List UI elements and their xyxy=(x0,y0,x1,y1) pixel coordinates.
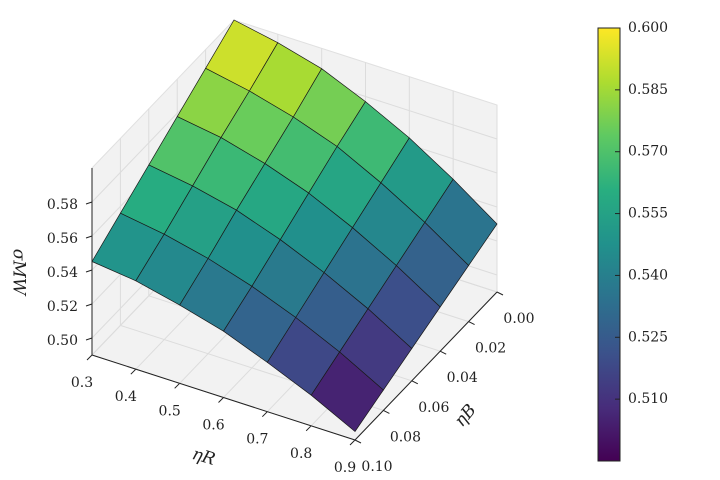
z-tick-label: 0.52 xyxy=(47,299,78,315)
y-tick-label: 0.02 xyxy=(475,341,506,357)
y-tick-mark xyxy=(439,350,447,355)
y-tick-mark xyxy=(354,439,362,444)
x-tick-mark xyxy=(130,368,137,375)
x-tick-mark xyxy=(218,397,224,403)
z-tick-mark xyxy=(85,269,93,273)
z-tick-mark xyxy=(85,235,93,239)
z-tick-label: 0.58 xyxy=(47,197,78,213)
x-axis-label: ηR xyxy=(190,444,218,470)
colorbar-tick-label: 0.570 xyxy=(628,144,668,160)
z-tick-mark xyxy=(85,303,93,307)
colorbar xyxy=(597,27,621,462)
x-tick-label: 0.8 xyxy=(290,446,312,462)
x-tick-mark xyxy=(349,439,356,446)
y-tick-label: 0.04 xyxy=(447,370,478,386)
colorbar-tick-label: 0.600 xyxy=(628,20,668,36)
z-tick-label: 0.50 xyxy=(47,333,78,349)
z-tick-mark xyxy=(85,201,93,205)
y-tick-mark xyxy=(383,409,390,414)
y-axis-label: ηB xyxy=(451,401,481,431)
y-tick-label: 0.08 xyxy=(390,429,421,445)
x-tick-mark xyxy=(305,425,312,432)
y-tick-mark xyxy=(496,291,504,296)
z-tick-label: 0.56 xyxy=(47,231,78,247)
y-axis-line xyxy=(354,291,498,441)
x-tick-label: 0.4 xyxy=(115,389,137,405)
colorbar-tick-label: 0.540 xyxy=(628,267,668,283)
colorbar-tick-label: 0.585 xyxy=(628,82,668,98)
z-axis-label: σMW xyxy=(9,249,29,297)
x-tick-label: 0.9 xyxy=(334,460,356,476)
y-tick-mark xyxy=(411,380,419,385)
colorbar-tick-label: 0.510 xyxy=(628,391,668,407)
x-tick-label: 0.6 xyxy=(202,418,224,434)
y-tick-label: 0.00 xyxy=(503,311,534,327)
x-tick-label: 0.5 xyxy=(159,403,181,419)
y-tick-mark xyxy=(468,321,475,326)
y-tick-label: 0.06 xyxy=(418,400,449,416)
y-tick-label: 0.10 xyxy=(361,459,392,475)
surface-cell xyxy=(310,351,384,432)
x-tick-mark xyxy=(261,411,268,418)
colorbar-tick-label: 0.555 xyxy=(628,206,668,222)
x-tick-label: 0.3 xyxy=(71,375,93,391)
x-tick-label: 0.7 xyxy=(246,432,268,448)
colorbar-tick-label: 0.525 xyxy=(628,329,668,345)
x-tick-mark xyxy=(174,382,181,389)
z-tick-mark xyxy=(85,337,93,341)
z-tick-label: 0.54 xyxy=(47,265,78,281)
x-axis-line xyxy=(91,354,356,441)
x-tick-mark xyxy=(86,354,93,361)
